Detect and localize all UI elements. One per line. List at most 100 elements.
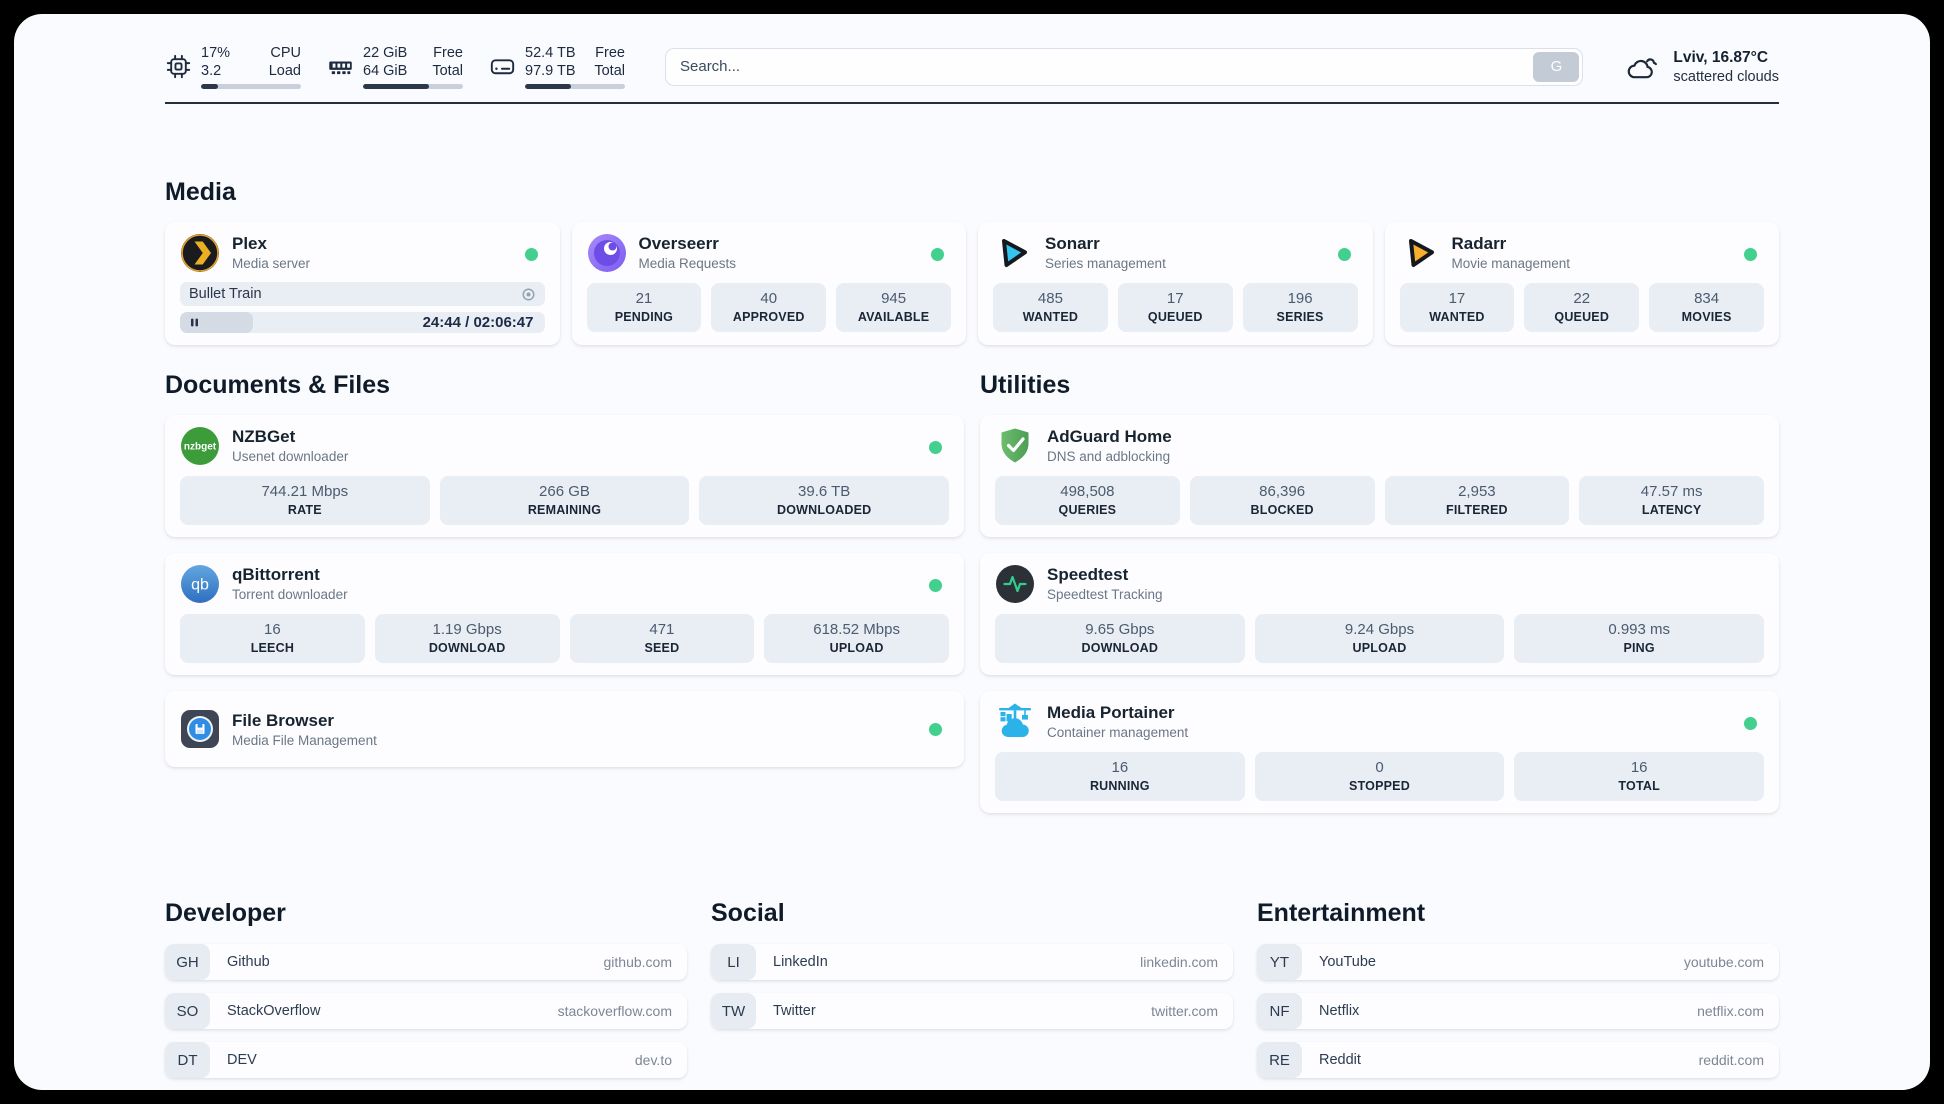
bookmark-domain: youtube.com — [1683, 954, 1764, 971]
disk-label: Free — [595, 45, 625, 61]
bookmark-stackoverflow[interactable]: SO StackOverflow stackoverflow.com — [165, 993, 687, 1030]
service-subtitle: Speedtest Tracking — [1047, 587, 1163, 603]
service-card-sonarr[interactable]: Sonarr Series management 485 WANTED 17 QUE… — [978, 222, 1373, 346]
service-name: Plex — [232, 234, 267, 254]
bookmark-domain: stackoverflow.com — [557, 1003, 672, 1020]
service-name: Media Portainer — [1047, 703, 1175, 723]
service-subtitle: DNS and adblocking — [1047, 449, 1171, 465]
radarr-icon — [1408, 239, 1434, 268]
section-title-entertainment: Entertainment — [1257, 899, 1426, 928]
qbittorrent-icon: qb — [181, 565, 219, 604]
bookmark-domain: linkedin.com — [1140, 954, 1218, 971]
bookmark-netflix[interactable]: NF Netflix netflix.com — [1257, 993, 1779, 1030]
section-title-documents: Documents & Files — [165, 371, 391, 400]
cloud-icon — [1628, 58, 1658, 78]
disk-total: 97.9 TB — [525, 63, 576, 80]
bookmark-reddit[interactable]: RE Reddit reddit.com — [1257, 1042, 1779, 1079]
stat-box: 86,396 BLOCKED — [1189, 476, 1375, 526]
memory-progress-bar — [363, 84, 463, 90]
memory-total: 64 GiB — [363, 63, 408, 80]
service-name: Overseerr — [638, 234, 719, 254]
lens-icon — [522, 288, 534, 301]
bookmark-name: LinkedIn — [773, 954, 828, 971]
service-card-nzbget[interactable]: nzbget NZBGet Usenet downloader 744.21 M… — [165, 415, 964, 538]
service-card-portainer[interactable]: Media Portainer Container management 16 R… — [980, 691, 1779, 814]
memory-free: 22 GiB — [363, 45, 408, 61]
search-input[interactable] — [665, 47, 1584, 86]
service-subtitle: Media Requests — [638, 256, 737, 272]
bookmark-abbr: DT — [165, 1042, 210, 1079]
service-name: qBittorrent — [232, 565, 320, 585]
memory-label2: Total — [432, 63, 463, 80]
section-title-media: Media — [165, 178, 236, 207]
svg-text:nzbget: nzbget — [184, 442, 217, 453]
bookmark-dev[interactable]: DT DEV dev.to — [165, 1042, 687, 1079]
status-dot — [929, 441, 942, 455]
weather-condition: scattered clouds — [1673, 68, 1779, 85]
bookmark-name: DEV — [227, 1052, 257, 1069]
stat-box: 2,953 FILTERED — [1384, 476, 1570, 526]
service-subtitle: Torrent downloader — [232, 587, 348, 603]
nzbget-icon: nzbget — [181, 427, 219, 466]
bookmark-name: StackOverflow — [227, 1003, 321, 1020]
playback-progress: 24:44 / 02:06:47 — [180, 312, 545, 334]
section-title-utilities: Utilities — [980, 371, 1071, 400]
cpu-percent: 17% — [201, 45, 231, 61]
bookmark-domain: github.com — [603, 954, 672, 971]
search-engine-button[interactable]: G — [1533, 51, 1580, 82]
bookmark-abbr: NF — [1257, 993, 1302, 1030]
stat-box: 17 WANTED — [1399, 283, 1515, 333]
filebrowser-icon — [181, 710, 219, 749]
cpu-label2: Load — [268, 63, 301, 80]
header: 17% 3.2 CPU Load — [165, 44, 1779, 90]
stat-box: 744.21 Mbps RATE — [180, 476, 430, 526]
stat-box: 9.24 Gbps UPLOAD — [1254, 614, 1505, 664]
header-divider — [165, 102, 1779, 105]
status-dot — [931, 248, 944, 262]
stat-box: 21 PENDING — [586, 283, 702, 333]
service-subtitle: Usenet downloader — [232, 449, 349, 465]
playback-time: 24:44 / 02:06:47 — [422, 314, 534, 332]
bookmark-youtube[interactable]: YT YouTube youtube.com — [1257, 944, 1779, 981]
section-title-developer: Developer — [165, 899, 286, 928]
service-card-adguard[interactable]: AdGuard Home DNS and adblocking 498,508 Q… — [980, 415, 1779, 538]
bookmark-github[interactable]: GH Github github.com — [165, 944, 687, 981]
stat-box: 17 QUEUED — [1117, 283, 1233, 333]
stat-box: 39.6 TB DOWNLOADED — [699, 476, 949, 526]
disk-stat: 52.4 TB 97.9 TB Free Total — [489, 44, 625, 90]
bookmark-abbr: GH — [165, 944, 210, 981]
service-card-speedtest[interactable]: Speedtest Speedtest Tracking 9.65 Gbps DO… — [980, 553, 1779, 676]
bookmark-linkedin[interactable]: LI LinkedIn linkedin.com — [711, 944, 1233, 981]
service-card-filebrowser[interactable]: File Browser Media File Management — [165, 691, 964, 768]
bookmark-abbr: LI — [711, 944, 756, 981]
stat-box: 40 APPROVED — [711, 283, 827, 333]
service-name: AdGuard Home — [1047, 427, 1172, 447]
bookmark-name: Twitter — [773, 1003, 816, 1020]
now-playing-title: Bullet Train — [189, 286, 262, 303]
bookmark-abbr: TW — [711, 993, 756, 1030]
service-subtitle: Media server — [232, 256, 311, 272]
bookmark-domain: twitter.com — [1151, 1003, 1218, 1020]
stat-box: 47.57 ms LATENCY — [1579, 476, 1764, 526]
stat-box: 834 MOVIES — [1649, 283, 1764, 333]
memory-label: Free — [433, 45, 463, 61]
stat-box: 0 STOPPED — [1254, 752, 1505, 802]
disk-label2: Total — [594, 63, 625, 80]
stat-box: 618.52 Mbps UPLOAD — [764, 614, 949, 664]
service-card-radarr[interactable]: Radarr Movie management 17 WANTED 22 QUEUE… — [1384, 222, 1779, 346]
service-name: Sonarr — [1045, 234, 1100, 254]
disk-icon — [490, 59, 515, 75]
service-card-overseerr[interactable]: Overseerr Media Requests 21 PENDING 40 APP… — [571, 222, 966, 346]
section-documents: Documents & Files nzbget NZBGet Usenet d… — [165, 371, 964, 783]
speedtest-icon — [996, 565, 1034, 604]
service-card-qbittorrent[interactable]: qb qBittorrent Torrent downloader 16 LEEC… — [165, 553, 964, 676]
pause-icon — [191, 318, 198, 327]
stat-box: 0.993 ms PING — [1514, 614, 1764, 664]
bookmark-twitter[interactable]: TW Twitter twitter.com — [711, 993, 1233, 1030]
adguard-icon — [1001, 428, 1029, 463]
stat-box: 1.19 Gbps DOWNLOAD — [374, 614, 560, 664]
bookmark-name: Reddit — [1319, 1052, 1361, 1069]
svg-text:qb: qb — [191, 577, 209, 594]
service-card-plex[interactable]: Plex Media server Bullet Train — [165, 222, 560, 346]
bookmark-abbr: RE — [1257, 1042, 1302, 1079]
